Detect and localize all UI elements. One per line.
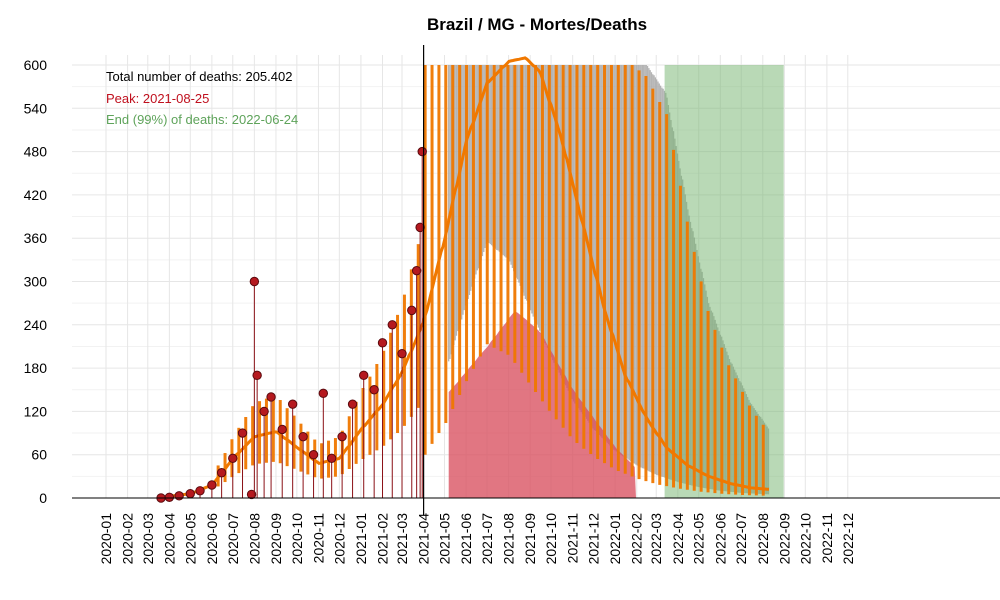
observed-point (411, 265, 422, 276)
x-tick-label: 2020-09 (268, 513, 284, 565)
x-tick-label: 2020-10 (289, 513, 305, 565)
observed-point (407, 305, 417, 316)
observed-point (387, 320, 397, 330)
y-tick-label: 600 (24, 57, 48, 73)
observed-point (347, 399, 358, 409)
x-tick-label: 2021-06 (458, 513, 474, 565)
x-tick-label: 2020-03 (140, 513, 156, 565)
y-tick-label: 120 (24, 403, 48, 419)
x-tick-label: 2022-12 (840, 513, 856, 565)
fitted-curve (160, 56, 770, 499)
x-tick-label: 2021-03 (394, 513, 410, 565)
observed-point (252, 370, 262, 381)
observed-point (417, 146, 427, 157)
x-tick-label: 2022-09 (776, 513, 792, 565)
x-tick-label: 2020-07 (225, 513, 241, 565)
x-tick-label: 2021-02 (375, 513, 391, 565)
observed-point (318, 388, 329, 399)
observed-point (397, 348, 407, 359)
x-tick-label: 2022-03 (648, 513, 664, 565)
observed-point (266, 392, 276, 402)
peak-band (448, 311, 636, 498)
y-tick-label: 420 (24, 187, 48, 203)
observed-point (377, 338, 388, 348)
y-tick-label: 480 (24, 144, 48, 160)
y-tick-label: 240 (24, 317, 48, 333)
observed-point (369, 385, 379, 395)
x-tick-label: 2021-12 (586, 513, 602, 565)
y-tick-label: 540 (24, 100, 48, 116)
x-tick-label: 2022-06 (712, 513, 728, 565)
end-annotation: End (99%) of deaths: 2022-06-24 (106, 112, 298, 127)
axes: 0 60 120 180 240 300 360 420 480 540 600 2020-01 202… (24, 45, 1000, 564)
x-tick-label: 2022-08 (755, 513, 771, 565)
x-tick-label: 2020-06 (204, 513, 220, 565)
peak-annotation: Peak: 2021-08-25 (106, 91, 209, 106)
end-band (664, 65, 784, 498)
observed-point (287, 399, 298, 409)
x-tick-label: 2021-09 (522, 513, 538, 565)
x-tick-label: 2021-05 (437, 513, 453, 565)
x-tick-label: 2020-02 (120, 513, 136, 565)
observed-point (249, 276, 260, 287)
x-tick-label: 2021-11 (565, 513, 581, 564)
y-tick-label: 360 (24, 230, 48, 246)
observed-point (164, 492, 175, 502)
x-tick-label: 2021-01 (353, 513, 369, 565)
observed-point (308, 450, 319, 460)
x-tick-label: 2022-11 (819, 513, 835, 564)
x-tick-label: 2020-04 (161, 513, 177, 565)
total-annotation: Total number of deaths: 205.402 (106, 69, 292, 84)
x-tick-label: 2020-08 (246, 513, 262, 565)
observed-point (216, 468, 227, 478)
observed-point (359, 370, 369, 381)
x-tick-label: 2021-10 (543, 513, 559, 565)
observed-point (185, 488, 195, 499)
x-tick-label: 2022-01 (607, 513, 623, 565)
marks (156, 56, 770, 503)
x-tick-label: 2020-01 (98, 513, 114, 565)
x-tick-label: 2021-08 (501, 513, 517, 565)
observed-point (337, 431, 347, 442)
x-tick-label: 2022-05 (691, 513, 707, 565)
observed-point (174, 491, 184, 501)
x-tick-label: 2022-02 (629, 513, 645, 565)
x-tick-label: 2020-05 (182, 513, 198, 565)
observed-point (195, 486, 205, 496)
x-tick-label: 2022-07 (733, 513, 749, 565)
observed-point (298, 431, 308, 442)
x-tick-label: 2020-12 (331, 513, 347, 565)
x-tick-label: 2021-07 (479, 513, 495, 565)
observed-point (207, 480, 217, 490)
observed-point (259, 406, 269, 417)
x-tick-label: 2020-11 (310, 513, 326, 564)
x-tick-label: 2022-10 (797, 513, 813, 565)
observed-point (277, 424, 287, 435)
y-tick-label: 0 (39, 490, 47, 506)
chart-title: Brazil / MG - Mortes/Deaths (427, 15, 647, 34)
x-tick-label: 2022-04 (670, 513, 686, 565)
x-tick-label: 2021-04 (416, 513, 432, 565)
y-tick-label: 180 (24, 360, 48, 376)
observed-point (237, 428, 248, 438)
observed-point (326, 453, 337, 464)
y-tick-label: 300 (24, 274, 48, 290)
observed-point (246, 489, 257, 500)
observed-point (228, 453, 238, 464)
y-tick-label: 60 (31, 447, 47, 463)
